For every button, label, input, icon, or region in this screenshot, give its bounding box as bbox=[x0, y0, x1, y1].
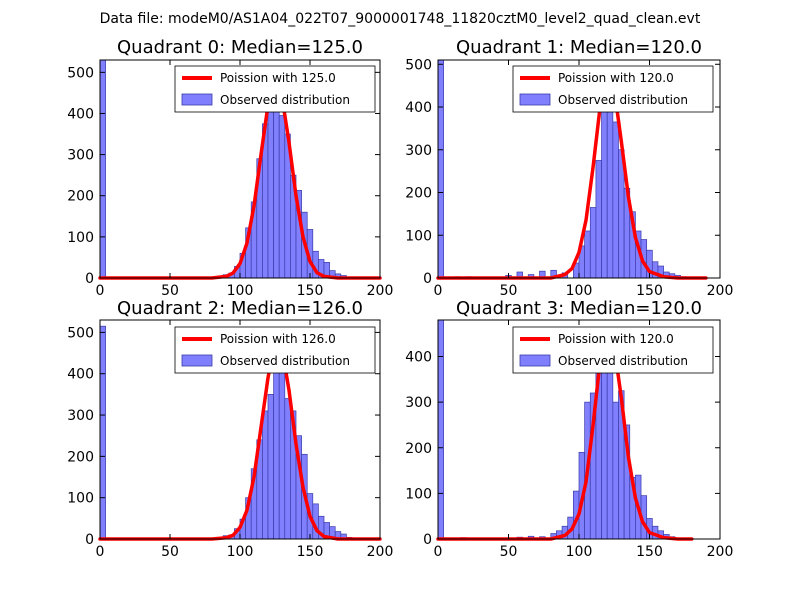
y-tick-label: 500 bbox=[405, 57, 432, 73]
y-tick-label: 400 bbox=[405, 350, 432, 366]
x-tick-label: 150 bbox=[636, 544, 663, 560]
y-tick-label: 400 bbox=[405, 100, 432, 116]
y-tick-label: 100 bbox=[67, 491, 94, 507]
hist-bar bbox=[262, 410, 269, 540]
x-tick-label: 0 bbox=[96, 283, 105, 299]
y-tick-label: 0 bbox=[85, 271, 94, 287]
subplot-title: Quadrant 2: Median=126.0 bbox=[117, 298, 363, 319]
x-tick-label: 200 bbox=[707, 544, 734, 560]
y-tick-label: 300 bbox=[405, 143, 432, 159]
legend-observed-swatch bbox=[519, 354, 551, 367]
legend-observed-swatch bbox=[519, 93, 551, 106]
y-tick-label: 100 bbox=[67, 230, 94, 246]
hist-bar bbox=[606, 351, 614, 540]
hist-bar bbox=[284, 398, 291, 540]
hist-bar bbox=[267, 394, 274, 540]
hist-bar bbox=[589, 207, 597, 279]
legend-observed-label: Observed distribution bbox=[558, 354, 688, 368]
y-tick-label: 0 bbox=[423, 271, 432, 287]
x-tick-label: 0 bbox=[434, 544, 443, 560]
legend: Poission with 120.0 Observed distributio… bbox=[512, 326, 714, 374]
hist-bar bbox=[601, 106, 608, 279]
legend-observed-label: Observed distribution bbox=[558, 93, 688, 107]
hist-bar bbox=[612, 121, 619, 279]
y-tick-label: 100 bbox=[405, 486, 432, 502]
y-tick-label: 300 bbox=[67, 408, 94, 424]
subplot-title: Quadrant 1: Median=120.0 bbox=[456, 37, 702, 58]
y-tick-label: 500 bbox=[67, 65, 94, 81]
legend-observed-swatch bbox=[181, 93, 213, 106]
hist-bar bbox=[612, 401, 619, 540]
hist-bar bbox=[99, 325, 106, 540]
hist-bar bbox=[437, 59, 444, 279]
hist-bar bbox=[99, 59, 106, 279]
x-tick-label: 50 bbox=[161, 544, 179, 560]
x-tick-label: 200 bbox=[367, 544, 394, 560]
subplot-quadrant-3: Quadrant 3: Median=120.0 0 50 100 150 200 0 1… bbox=[405, 298, 733, 560]
y-tick-label: 200 bbox=[67, 449, 94, 465]
y-tick-label: 200 bbox=[405, 441, 432, 457]
subplot-title: Quadrant 0: Median=125.0 bbox=[117, 37, 363, 58]
legend-observed-swatch bbox=[181, 354, 213, 367]
y-tick-label: 500 bbox=[67, 325, 94, 341]
hist-bar bbox=[278, 352, 286, 540]
legend-fit-label: Poission with 120.0 bbox=[558, 332, 674, 346]
y-tick-label: 300 bbox=[405, 395, 432, 411]
hist-bar bbox=[595, 160, 602, 279]
y-tick-label: 200 bbox=[67, 189, 94, 205]
hist-bar bbox=[584, 230, 591, 279]
x-tick-label: 200 bbox=[367, 283, 394, 299]
y-tick-label: 400 bbox=[67, 367, 94, 383]
x-tick-label: 0 bbox=[434, 283, 443, 299]
y-tick-label: 100 bbox=[405, 228, 432, 244]
legend-fit-label: Poission with 126.0 bbox=[220, 332, 336, 346]
y-tick-label: 200 bbox=[405, 186, 432, 202]
y-tick-label: 0 bbox=[423, 532, 432, 548]
subplot-quadrant-0: Quadrant 0: Median=125.0 0 50 100 150 200 0 1… bbox=[67, 37, 393, 299]
x-tick-label: 150 bbox=[297, 283, 324, 299]
legend-fit-label: Poission with 120.0 bbox=[558, 71, 674, 85]
x-tick-label: 100 bbox=[566, 283, 593, 299]
x-tick-label: 100 bbox=[227, 544, 254, 560]
legend: Poission with 125.0 Observed distributio… bbox=[174, 65, 376, 113]
subplot-title: Quadrant 3: Median=120.0 bbox=[456, 298, 702, 319]
y-tick-label: 0 bbox=[85, 532, 94, 548]
legend-fit-label: Poission with 125.0 bbox=[220, 71, 336, 85]
subplot-quadrant-2: Quadrant 2: Median=126.0 0 50 100 150 200 0 1… bbox=[67, 298, 393, 560]
x-tick-label: 50 bbox=[500, 544, 518, 560]
x-tick-label: 100 bbox=[227, 283, 254, 299]
legend: Poission with 126.0 Observed distributio… bbox=[174, 326, 376, 374]
x-tick-label: 200 bbox=[707, 283, 734, 299]
y-tick-label: 400 bbox=[67, 106, 94, 122]
subplot-quadrant-1: Quadrant 1: Median=120.0 0 50 100 150 200 0 1… bbox=[405, 37, 733, 299]
hist-bar bbox=[437, 319, 444, 540]
x-tick-label: 100 bbox=[566, 544, 593, 560]
x-tick-label: 0 bbox=[96, 544, 105, 560]
figure-suptitle: Data file: modeM0/AS1A04_022T07_90000017… bbox=[100, 11, 701, 27]
legend-observed-label: Observed distribution bbox=[220, 354, 350, 368]
hist-bar bbox=[267, 111, 274, 279]
x-tick-label: 150 bbox=[297, 544, 324, 560]
x-tick-label: 50 bbox=[500, 283, 518, 299]
legend-observed-label: Observed distribution bbox=[220, 93, 350, 107]
y-tick-label: 300 bbox=[67, 148, 94, 164]
legend: Poission with 120.0 Observed distributio… bbox=[512, 65, 714, 113]
hist-bar bbox=[278, 115, 286, 279]
x-tick-label: 150 bbox=[636, 283, 663, 299]
x-tick-label: 50 bbox=[161, 283, 179, 299]
